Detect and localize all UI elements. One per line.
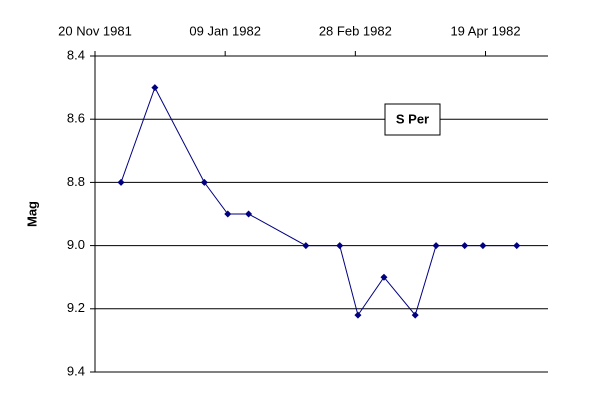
y-tick-label: 9.4 bbox=[67, 363, 85, 378]
y-tick-label: 9.0 bbox=[67, 237, 85, 252]
data-point bbox=[245, 210, 253, 218]
data-point bbox=[354, 311, 362, 319]
data-point bbox=[461, 242, 469, 250]
x-tick-label: 20 Nov 1981 bbox=[58, 23, 132, 38]
series-line bbox=[120, 86, 517, 317]
data-point bbox=[432, 242, 440, 250]
data-point bbox=[151, 84, 159, 92]
y-tick-label: 9.2 bbox=[67, 300, 85, 315]
data-point bbox=[224, 210, 232, 218]
y-axis-label: Mag bbox=[24, 201, 39, 227]
data-point bbox=[380, 273, 388, 281]
annotation-box bbox=[384, 103, 441, 136]
x-tick-label: 28 Feb 1982 bbox=[319, 23, 392, 38]
y-tick-label: 8.6 bbox=[67, 111, 85, 126]
data-point bbox=[513, 242, 521, 250]
chart-title: S Per bbox=[396, 111, 429, 126]
x-tick-label: 09 Jan 1982 bbox=[189, 23, 261, 38]
data-point bbox=[336, 242, 344, 250]
y-tick-label: 8.4 bbox=[67, 47, 85, 62]
data-point bbox=[411, 311, 419, 319]
x-tick-label: 19 Apr 1982 bbox=[450, 23, 520, 38]
data-point bbox=[117, 178, 125, 186]
y-tick-label: 8.8 bbox=[67, 174, 85, 189]
data-point bbox=[479, 242, 487, 250]
data-point bbox=[200, 178, 208, 186]
data-point bbox=[302, 242, 310, 250]
